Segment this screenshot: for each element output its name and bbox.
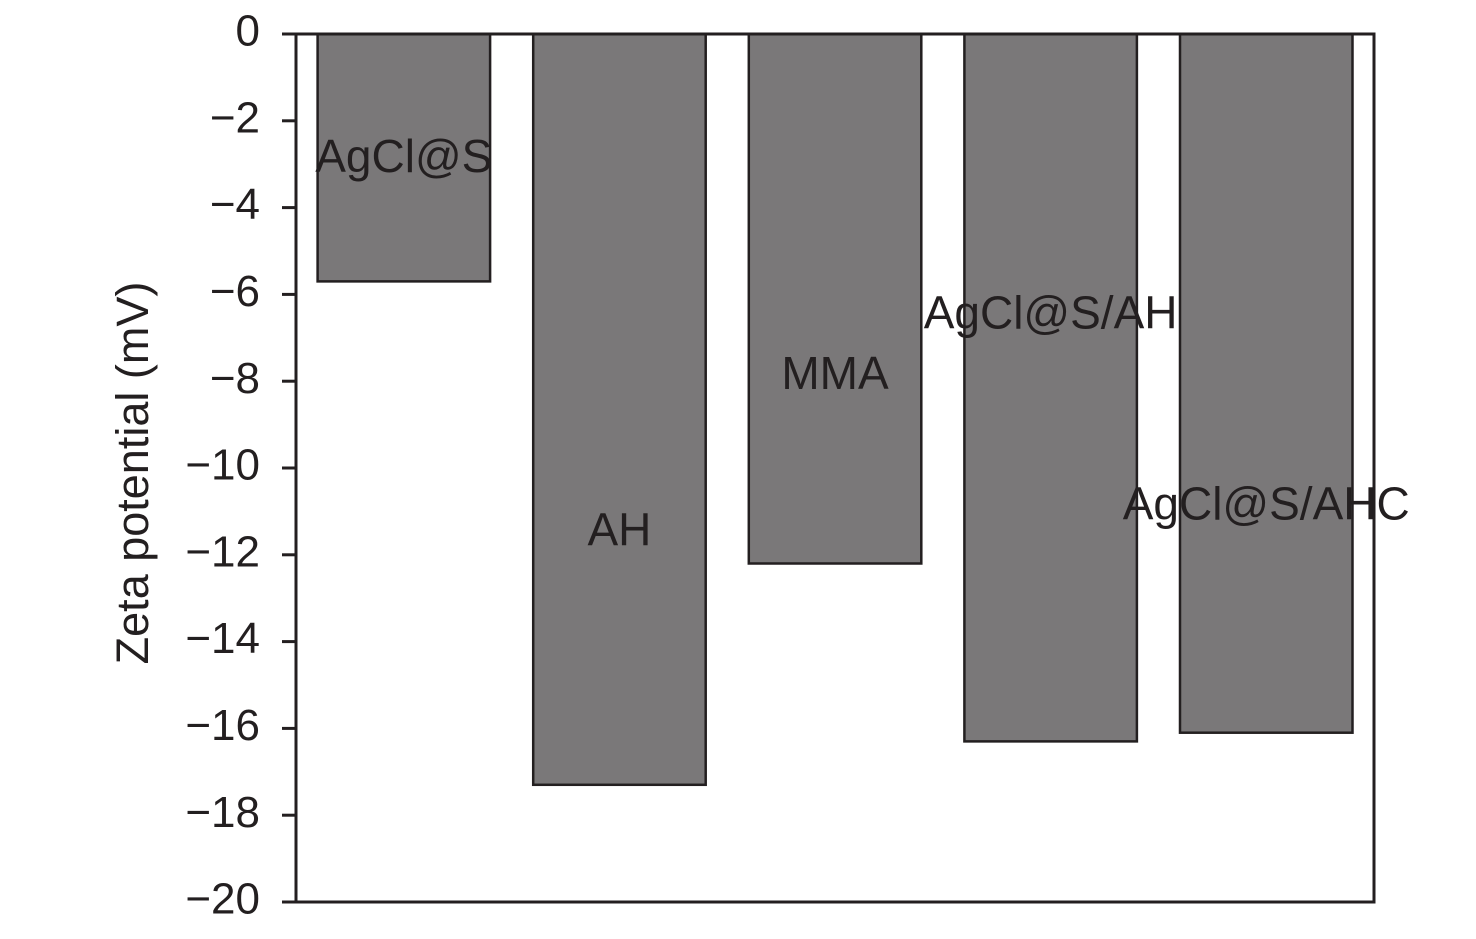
y-tick-label-5: −10 xyxy=(185,441,260,490)
bar-0 xyxy=(316,32,492,283)
y-ticks-group xyxy=(282,32,296,904)
y-tick-label-8: −16 xyxy=(185,701,260,750)
y-axis-title: Zeta potential (mV) xyxy=(107,282,158,665)
bar-2 xyxy=(747,32,923,565)
y-tick-label-7: −14 xyxy=(185,614,260,663)
bar-label-1: AH xyxy=(587,503,651,555)
bar-label-2: MMA xyxy=(781,347,889,399)
bar-label-0: AgCl@S xyxy=(315,130,492,182)
bar-4 xyxy=(1178,32,1354,734)
bar-labels-group: AgCl@S AH MMA AgCl@S/AH AgCl@S/AHC xyxy=(315,130,1409,555)
y-tick-label-3: −6 xyxy=(210,267,260,316)
bar-label-3: AgCl@S/AH xyxy=(924,286,1178,338)
y-tick-label-2: −4 xyxy=(210,180,260,229)
bar-label-4: AgCl@S/AHC xyxy=(1123,477,1410,529)
y-tick-label-0: 0 xyxy=(236,7,260,56)
bar-1 xyxy=(531,32,707,787)
y-tick-label-6: −12 xyxy=(185,527,260,576)
bar-3 xyxy=(963,32,1139,743)
y-tick-labels-group: 0 −2 −4 −6 −8 −10 −12 −14 −16 −18 −20 xyxy=(185,7,260,924)
y-tick-label-9: −18 xyxy=(185,788,260,837)
y-tick-label-10: −20 xyxy=(185,875,260,924)
y-tick-label-1: −2 xyxy=(210,93,260,142)
y-tick-label-4: −8 xyxy=(210,354,260,403)
